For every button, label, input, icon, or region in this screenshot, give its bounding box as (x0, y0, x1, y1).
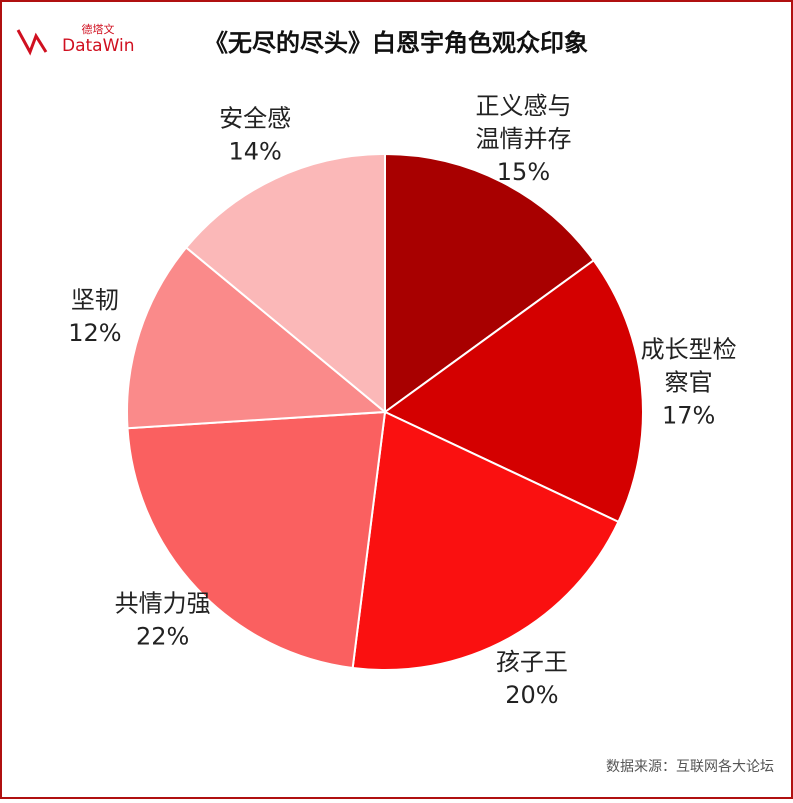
category-label: 成长型检 (641, 335, 737, 363)
category-label: 坚韧 (71, 286, 119, 314)
slice-label: 孩子王 20% (496, 648, 568, 709)
category-label: 安全感 (219, 105, 291, 133)
category-label: 孩子王 (496, 648, 568, 676)
value-label: 20% (505, 681, 558, 709)
pie-slice (351, 410, 620, 671)
value-label: 17% (662, 401, 715, 429)
category-label: 正义感与 (475, 92, 571, 120)
logo: 德塔文 DataWin (16, 22, 135, 56)
slice-label: 共情力强 22% (115, 589, 211, 650)
category-label: 温情并存 (475, 125, 571, 153)
slice-label: 坚韧 12% (68, 286, 121, 347)
logo-cn: 德塔文 (82, 22, 115, 36)
category-label: 共情力强 (115, 589, 211, 617)
logo-icon (16, 29, 48, 56)
category-label: 察官 (665, 368, 713, 396)
pie-slice (126, 246, 388, 430)
pie-slice (383, 258, 644, 524)
pie-slice (384, 152, 596, 414)
chart-title: 《无尽的尽头》白恩宇角色观众印象 (204, 29, 588, 57)
slice-label: 安全感 14% (219, 105, 291, 166)
value-label: 12% (68, 319, 121, 347)
value-label: 22% (136, 622, 189, 650)
value-label: 15% (497, 158, 550, 186)
source: 数据来源：互联网各大论坛 (606, 759, 774, 775)
pie-slice (184, 152, 386, 415)
value-label: 14% (228, 138, 281, 166)
logo-text: DataWin (62, 36, 135, 56)
pie-slice (126, 410, 387, 670)
